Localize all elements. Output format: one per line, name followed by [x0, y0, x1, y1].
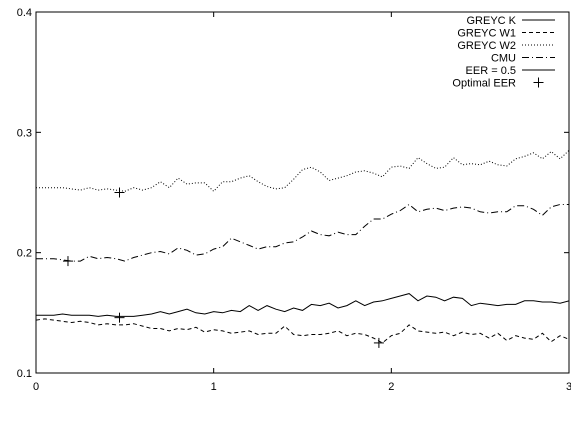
markers-layer [62, 187, 384, 348]
y-tick-label: 0.2 [17, 248, 32, 260]
optimal-eer-marker [114, 187, 125, 198]
legend-label: GREYC K [466, 15, 516, 27]
optimal-eer-marker [62, 256, 73, 267]
legend-marker [533, 77, 544, 88]
legend-label: CMU [491, 53, 516, 65]
y-tick-label: 0.4 [17, 7, 32, 19]
series-line-2 [36, 150, 569, 193]
y-tick-label: 0.3 [17, 127, 32, 139]
optimal-eer-marker [373, 337, 384, 348]
axis-ticks: 0 1 2 3 0.1 0.2 0.3 0.4 [17, 7, 571, 393]
x-tick-label: 1 [211, 381, 217, 393]
series-layer [36, 150, 569, 344]
legend-label: GREYC W2 [457, 40, 516, 52]
plot-frame [35, 11, 570, 374]
legend-label: Optimal EER [452, 78, 516, 90]
x-tick-label: 2 [388, 381, 394, 393]
y-tick-label: 0.1 [17, 368, 32, 380]
legend-label: EER = 0.5 [466, 65, 516, 77]
optimal-eer-marker [114, 312, 125, 323]
x-tick-label: 3 [566, 381, 571, 393]
x-tick-label: 0 [33, 381, 39, 393]
series-line-3 [36, 203, 569, 262]
series-line-1 [36, 318, 569, 344]
series-line-0 [36, 293, 569, 317]
legend-label: GREYC W1 [457, 28, 516, 40]
